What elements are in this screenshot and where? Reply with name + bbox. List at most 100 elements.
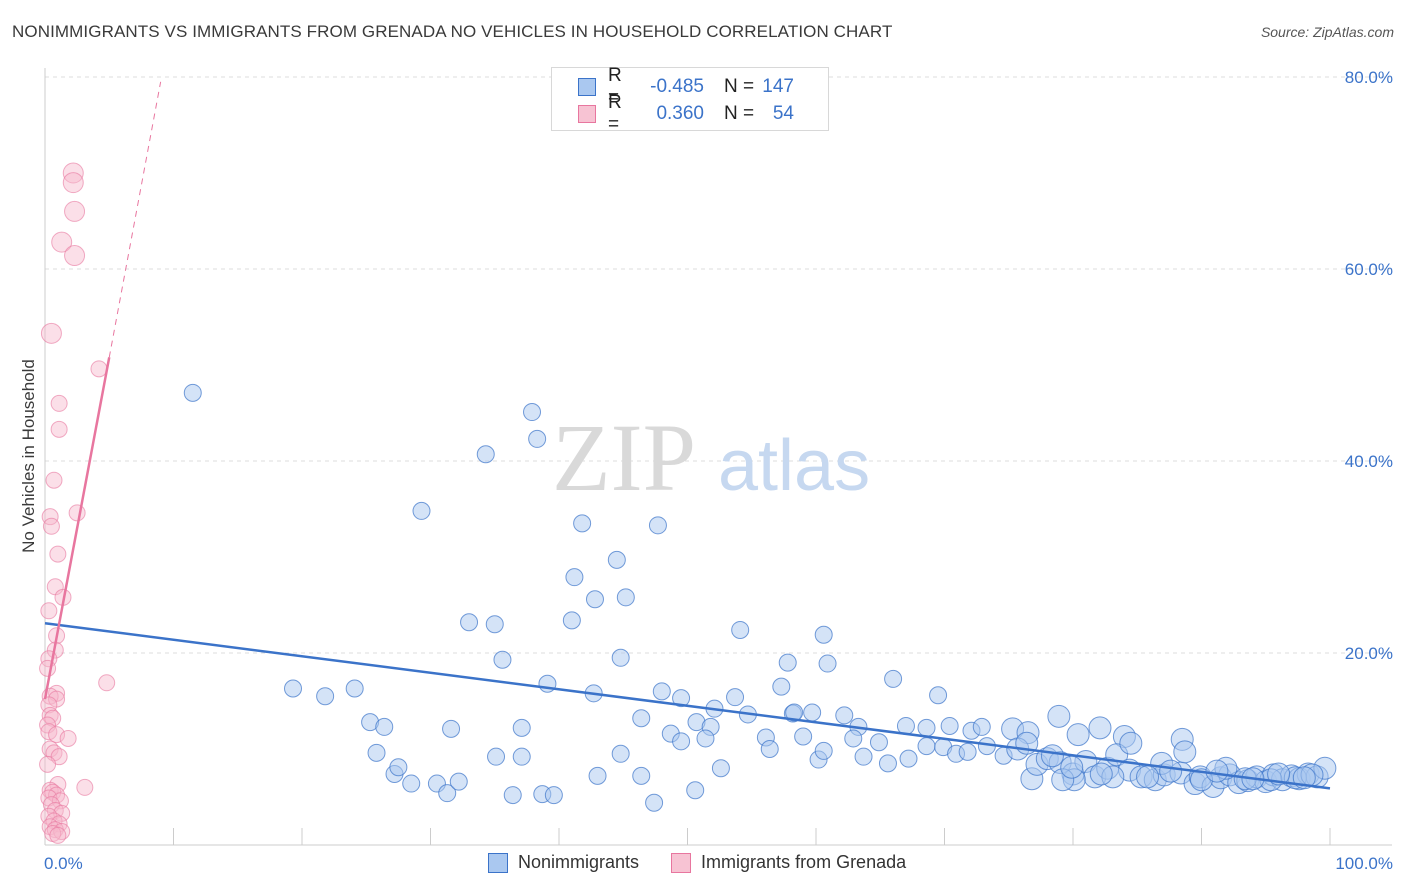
series-immigrants-grenada: [39, 162, 116, 844]
data-point-nonimmigrants: [449, 772, 468, 791]
data-point-nonimmigrants: [645, 793, 664, 812]
data-point-nonimmigrants: [672, 689, 691, 708]
data-point-nonimmigrants: [375, 717, 394, 736]
data-point-nonimmigrants: [611, 744, 630, 763]
y-tick-label: 60.0%: [1345, 260, 1393, 279]
data-point-grenada: [49, 545, 67, 563]
data-point-nonimmigrants: [772, 677, 791, 696]
data-point-nonimmigrants: [1173, 740, 1197, 764]
data-point-grenada: [51, 231, 73, 253]
data-point-nonimmigrants: [367, 743, 386, 762]
data-point-grenada: [39, 659, 57, 677]
data-point-nonimmigrants: [616, 588, 635, 607]
data-point-nonimmigrants: [1040, 744, 1064, 768]
legend-n-value: 147: [762, 76, 794, 97]
data-point-nonimmigrants: [632, 766, 651, 785]
data-point-nonimmigrants: [493, 650, 512, 669]
legend-swatch-pink: [578, 105, 596, 123]
data-point-nonimmigrants: [785, 703, 804, 722]
tick-labels: 20.0% 40.0% 60.0% 80.0% 0.0% 100.0%: [44, 68, 1393, 873]
data-point-grenada: [90, 360, 108, 378]
y-tick-label: 80.0%: [1345, 68, 1393, 87]
data-point-nonimmigrants: [485, 615, 504, 634]
data-point-grenada: [64, 200, 86, 222]
data-point-nonimmigrants: [814, 625, 833, 644]
data-point-nonimmigrants: [503, 786, 522, 805]
data-point-nonimmigrants: [818, 654, 837, 673]
data-point-nonimmigrants: [958, 742, 977, 761]
series-legend: Nonimmigrants Immigrants from Grenada: [488, 852, 938, 873]
data-point-nonimmigrants: [562, 611, 581, 630]
gridlines: [45, 76, 1392, 654]
trend-line-grenada: [43, 357, 111, 700]
data-point-nonimmigrants: [711, 759, 730, 778]
data-point-nonimmigrants: [573, 514, 592, 533]
data-point-nonimmigrants: [726, 688, 745, 707]
data-point-nonimmigrants: [844, 729, 863, 748]
data-point-grenada: [51, 792, 69, 810]
data-point-nonimmigrants: [835, 706, 854, 725]
legend-n-label: N =: [724, 103, 755, 124]
y-axis-label: No Vehicles in Household: [19, 359, 38, 553]
legend-swatch-blue: [578, 78, 596, 96]
data-point-nonimmigrants: [929, 686, 948, 705]
data-point-nonimmigrants: [412, 501, 431, 520]
data-point-nonimmigrants: [1205, 759, 1229, 783]
data-point-nonimmigrants: [1047, 704, 1071, 728]
legend-r-value: -0.485: [650, 76, 704, 97]
data-point-nonimmigrants: [884, 669, 903, 688]
y-tick-label: 20.0%: [1345, 644, 1393, 663]
data-point-grenada: [50, 420, 68, 438]
legend-swatch-blue: [488, 852, 508, 873]
y-tick-label: 40.0%: [1345, 452, 1393, 471]
data-point-nonimmigrants: [460, 613, 479, 632]
legend-label-grenada: Immigrants from Grenada: [701, 852, 907, 872]
data-point-nonimmigrants: [512, 718, 531, 737]
data-point-nonimmigrants: [402, 774, 421, 793]
data-point-grenada: [68, 504, 86, 522]
data-point-nonimmigrants: [1088, 716, 1112, 740]
data-point-grenada: [40, 322, 62, 344]
data-point-nonimmigrants: [183, 383, 202, 402]
data-point-grenada: [50, 394, 68, 412]
data-point-nonimmigrants: [1267, 762, 1291, 786]
legend-label-nonimmigrants: Nonimmigrants: [518, 852, 640, 872]
data-point-grenada: [76, 778, 94, 796]
data-point-nonimmigrants: [652, 682, 671, 701]
data-point-grenada: [39, 755, 57, 773]
data-point-nonimmigrants: [803, 703, 822, 722]
data-point-grenada: [64, 245, 86, 267]
data-point-nonimmigrants: [544, 786, 563, 805]
data-point-nonimmigrants: [611, 648, 630, 667]
source-credit: Source: ZipAtlas.com: [1260, 24, 1394, 40]
data-point-nonimmigrants: [917, 737, 936, 756]
legend-row-grenada: R = 0.360 N = 54: [552, 92, 794, 135]
data-point-nonimmigrants: [487, 747, 506, 766]
data-point-nonimmigrants: [632, 709, 651, 728]
legend-n-label: N =: [724, 76, 755, 97]
data-point-nonimmigrants: [814, 741, 833, 760]
legend-row-nonimmigrants: R = -0.485 N = 147: [552, 65, 794, 108]
data-point-grenada: [59, 729, 77, 747]
data-point-nonimmigrants: [1119, 731, 1143, 755]
data-point-nonimmigrants: [588, 766, 607, 785]
data-point-grenada: [49, 826, 67, 844]
legend-item-nonimmigrants: Nonimmigrants: [488, 852, 639, 873]
data-point-nonimmigrants: [1066, 723, 1090, 747]
data-point-nonimmigrants: [917, 718, 936, 737]
data-point-nonimmigrants: [760, 740, 779, 758]
data-point-nonimmigrants: [854, 747, 873, 766]
data-point-nonimmigrants: [316, 687, 335, 706]
data-point-nonimmigrants: [778, 653, 797, 672]
data-point-nonimmigrants: [878, 754, 897, 773]
data-point-nonimmigrants: [512, 747, 531, 766]
data-point-nonimmigrants: [1089, 762, 1113, 786]
trend-lines: [43, 81, 1331, 790]
data-point-nonimmigrants: [389, 758, 408, 777]
x-tick-label: 0.0%: [44, 854, 83, 873]
series-nonimmigrants: [183, 383, 1337, 812]
data-point-nonimmigrants: [869, 733, 888, 752]
data-point-nonimmigrants: [1136, 765, 1160, 789]
watermark-zip: ZIP: [552, 404, 696, 511]
